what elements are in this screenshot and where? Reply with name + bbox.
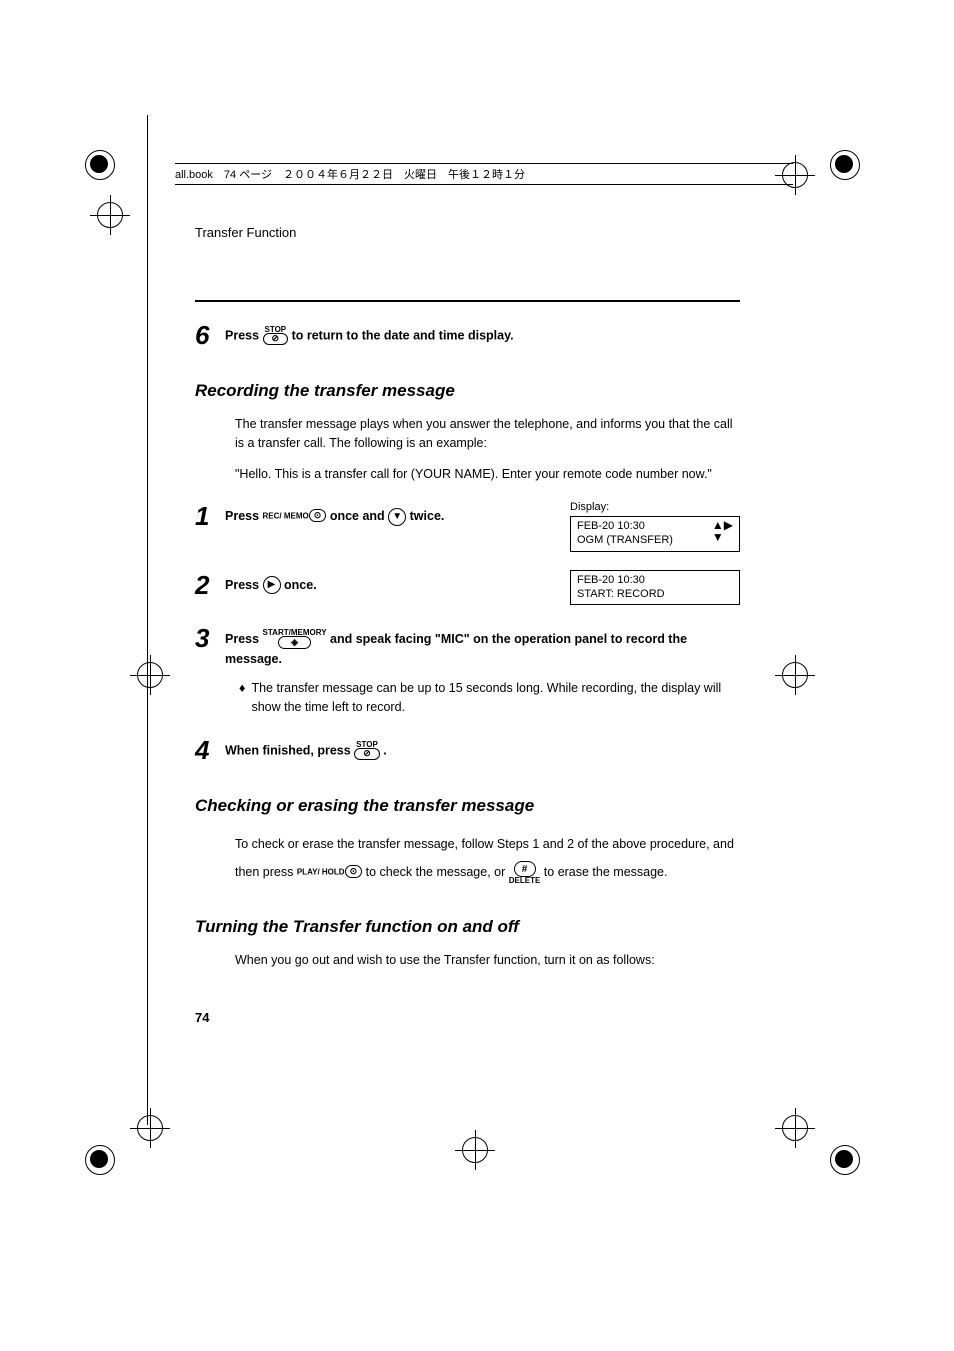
step-6: 6 Press STOP ⊘ to return to the date and… bbox=[195, 320, 740, 351]
cross-mark-right2 bbox=[775, 655, 815, 695]
recording-p2: "Hello. This is a transfer call for (YOU… bbox=[235, 465, 740, 484]
s2-pre: Press bbox=[225, 578, 263, 592]
display-label: Display: bbox=[570, 501, 740, 513]
s1-pre: Press bbox=[225, 509, 263, 523]
vertical-rule-left bbox=[147, 115, 148, 1125]
checking-body: To check or erase the transfer message, … bbox=[235, 830, 740, 888]
rec-step-2: 2 Press ▶ once. FEB-20 10:30 START: RECO… bbox=[195, 570, 740, 606]
step6-pre: Press bbox=[225, 328, 263, 342]
recording-heading: Recording the transfer message bbox=[195, 381, 740, 401]
s3-bullet: ♦ The transfer message can be up to 15 s… bbox=[239, 679, 740, 717]
stop-icon-2: ⊘ bbox=[354, 748, 380, 760]
s2-post: once. bbox=[284, 578, 317, 592]
disp1-l1: FEB-20 10:30 bbox=[577, 520, 645, 532]
header-bar: all.book 74 ページ ２００４年６月２２日 火曜日 午後１２時１分 bbox=[175, 163, 793, 185]
play-label-top: PLAY/ bbox=[297, 868, 320, 877]
recording-p1: The transfer message plays when you answ… bbox=[235, 415, 740, 453]
rec-label-top: REC/ bbox=[263, 512, 282, 521]
s3-bullet-text: The transfer message can be up to 15 sec… bbox=[251, 679, 740, 717]
s3-pre: Press bbox=[225, 632, 263, 646]
step-num: 3 bbox=[195, 623, 225, 654]
crop-mark-tl bbox=[85, 150, 115, 183]
cross-mark-right3 bbox=[775, 1108, 815, 1148]
display-arrows-icon: ▲▶▼ bbox=[712, 519, 733, 543]
section-title: Transfer Function bbox=[195, 225, 740, 240]
s4-post: . bbox=[383, 743, 386, 757]
divider bbox=[195, 300, 740, 302]
delete-label: DELETE bbox=[509, 876, 541, 885]
down-key-icon: ▼ bbox=[388, 508, 406, 526]
stop-icon: ⊘ bbox=[263, 333, 289, 345]
step-num: 4 bbox=[195, 735, 225, 766]
cross-mark-left2 bbox=[130, 655, 170, 695]
step6-post: to return to the date and time display. bbox=[292, 328, 514, 342]
page-number: 74 bbox=[195, 1010, 740, 1025]
hash-key-icon: # bbox=[514, 861, 536, 877]
chk-c: to erase the message. bbox=[544, 865, 668, 879]
display-box-2: FEB-20 10:30 START: RECORD bbox=[570, 570, 740, 606]
cross-mark-left3 bbox=[130, 1108, 170, 1148]
disp2-l1: FEB-20 10:30 bbox=[577, 574, 645, 586]
turning-heading: Turning the Transfer function on and off bbox=[195, 917, 740, 937]
disp1-l2: OGM (TRANSFER) bbox=[577, 534, 673, 546]
delete-key: # DELETE bbox=[509, 861, 541, 885]
turning-body: When you go out and wish to use the Tran… bbox=[235, 951, 740, 970]
cross-mark-bottom bbox=[455, 1130, 495, 1170]
display-box-1: FEB-20 10:30 OGM (TRANSFER) ▲▶▼ bbox=[570, 516, 740, 552]
rec-step-1: 1 Press REC/ MEMO⊙ once and ▼ twice. Dis… bbox=[195, 501, 740, 552]
rec-step-4: 4 When finished, press STOP ⊘ . bbox=[195, 735, 740, 766]
rec-memo-key: REC/ MEMO⊙ bbox=[263, 510, 327, 523]
bullet-icon: ♦ bbox=[239, 679, 251, 717]
step-num: 6 bbox=[195, 320, 225, 351]
s1-mid: once and bbox=[330, 509, 388, 523]
step-num: 2 bbox=[195, 570, 225, 601]
stop-key-2: STOP ⊘ bbox=[354, 741, 380, 761]
cross-mark-left bbox=[90, 195, 130, 235]
disp2-l2: START: RECORD bbox=[577, 588, 665, 600]
rec-step-3: 3 Press START/MEMORY ◈ and speak facing … bbox=[195, 623, 740, 716]
right-key-icon: ▶ bbox=[263, 576, 281, 594]
start-memory-key: START/MEMORY ◈ bbox=[263, 629, 327, 650]
crop-mark-br bbox=[830, 1145, 860, 1178]
crop-mark-bl bbox=[85, 1145, 115, 1178]
header-text: all.book 74 ページ ２００４年６月２２日 火曜日 午後１２時１分 bbox=[175, 169, 525, 181]
s1-post: twice. bbox=[410, 509, 445, 523]
s4-pre: When finished, press bbox=[225, 743, 354, 757]
start-mem-icon: ◈ bbox=[278, 636, 311, 649]
step-num: 1 bbox=[195, 501, 225, 532]
crop-mark-tr bbox=[830, 150, 860, 183]
chk-b: to check the message, or bbox=[366, 865, 509, 879]
play-label-bot: HOLD bbox=[322, 868, 345, 877]
stop-key: STOP ⊘ bbox=[263, 326, 289, 346]
checking-heading: Checking or erasing the transfer message bbox=[195, 796, 740, 816]
rec-label-bot: MEMO bbox=[284, 512, 309, 521]
play-hold-key: PLAY/ HOLD⊙ bbox=[297, 866, 362, 879]
